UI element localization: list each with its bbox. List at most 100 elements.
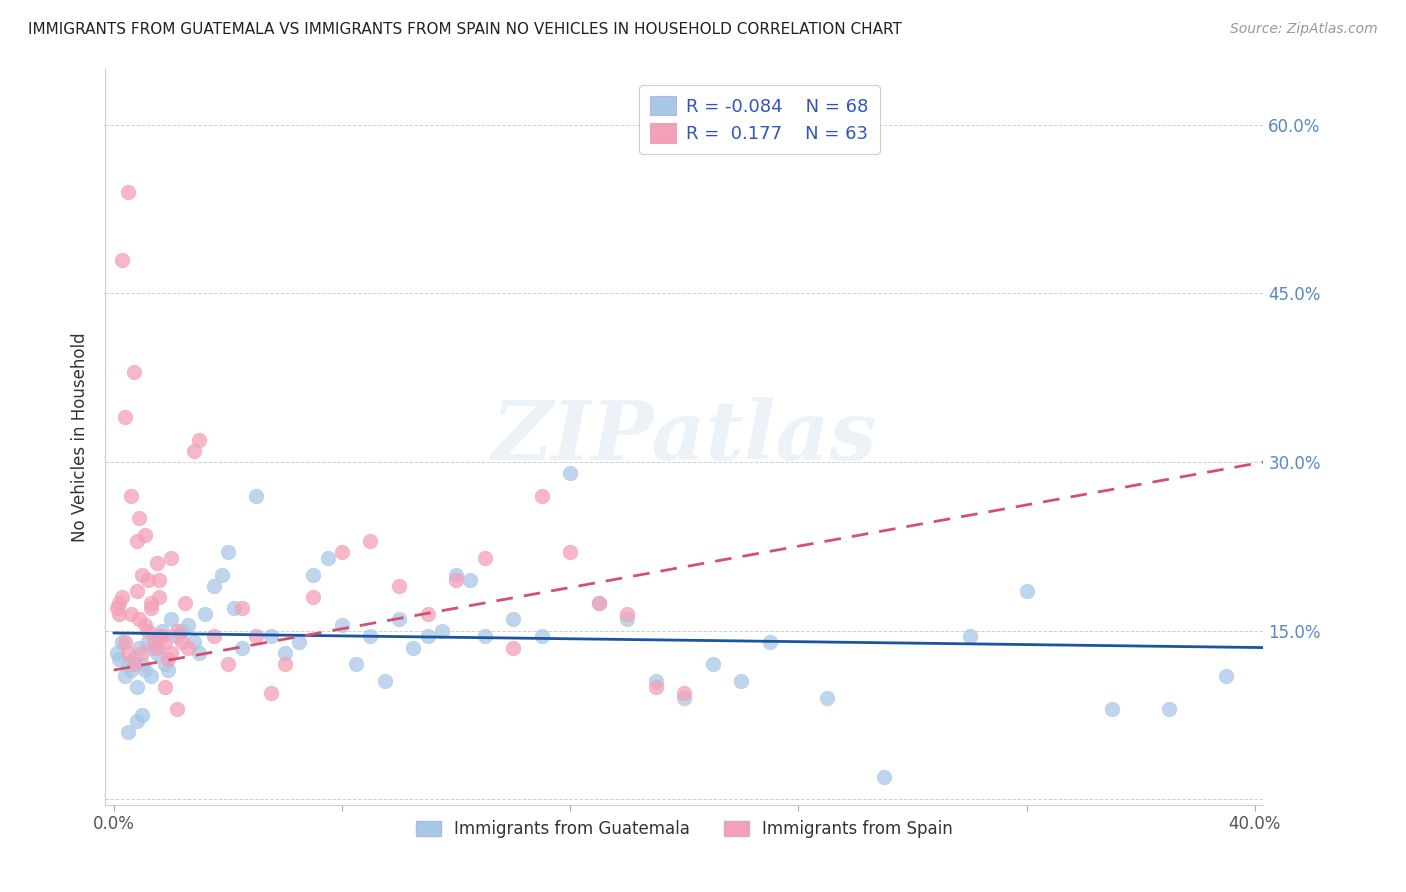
Point <box>416 607 439 621</box>
Point <box>388 612 411 626</box>
Point <box>260 685 283 699</box>
Point <box>153 635 176 649</box>
Point <box>1015 584 1038 599</box>
Point <box>125 680 148 694</box>
Point <box>156 652 179 666</box>
Point <box>105 646 128 660</box>
Point <box>616 612 638 626</box>
Point <box>136 624 159 638</box>
Point <box>644 680 666 694</box>
Point <box>117 657 139 672</box>
Point <box>134 528 156 542</box>
Point <box>122 657 145 672</box>
Point <box>111 252 134 267</box>
Point <box>402 640 425 655</box>
Point <box>1159 702 1181 716</box>
Point <box>128 612 150 626</box>
Point <box>153 680 176 694</box>
Point <box>302 567 325 582</box>
Point <box>159 612 181 626</box>
Point <box>122 652 145 666</box>
Point <box>177 618 200 632</box>
Point <box>530 489 553 503</box>
Point <box>117 646 139 660</box>
Point <box>388 579 411 593</box>
Point <box>172 624 194 638</box>
Point <box>131 646 153 660</box>
Point <box>145 640 167 655</box>
Point <box>166 629 188 643</box>
Point <box>430 624 453 638</box>
Point <box>153 657 176 672</box>
Point <box>330 545 353 559</box>
Point <box>114 635 136 649</box>
Point <box>245 489 267 503</box>
Point <box>145 646 167 660</box>
Point <box>502 612 524 626</box>
Point <box>288 635 311 649</box>
Point <box>128 640 150 655</box>
Point <box>120 607 142 621</box>
Point <box>166 624 188 638</box>
Point <box>474 629 496 643</box>
Point <box>560 545 582 559</box>
Point <box>444 573 467 587</box>
Point <box>330 618 353 632</box>
Point <box>139 601 162 615</box>
Point <box>460 573 482 587</box>
Point <box>183 635 205 649</box>
Point <box>702 657 724 672</box>
Point <box>139 669 162 683</box>
Point <box>174 596 197 610</box>
Point <box>114 410 136 425</box>
Point <box>108 607 131 621</box>
Point <box>274 657 297 672</box>
Point <box>188 433 211 447</box>
Point <box>125 584 148 599</box>
Point <box>644 674 666 689</box>
Point <box>815 691 838 706</box>
Point <box>730 674 752 689</box>
Point <box>148 629 170 643</box>
Point <box>150 624 173 638</box>
Point <box>177 640 200 655</box>
Point <box>145 556 167 570</box>
Point <box>1101 702 1123 716</box>
Point <box>108 652 131 666</box>
Point <box>616 607 638 621</box>
Point <box>194 607 217 621</box>
Point <box>502 640 524 655</box>
Point <box>231 601 253 615</box>
Point <box>111 635 134 649</box>
Point <box>128 511 150 525</box>
Point <box>105 601 128 615</box>
Point <box>120 489 142 503</box>
Point <box>131 708 153 723</box>
Point <box>530 629 553 643</box>
Legend: Immigrants from Guatemala, Immigrants from Spain: Immigrants from Guatemala, Immigrants fr… <box>409 814 959 845</box>
Point <box>274 646 297 660</box>
Point <box>125 714 148 728</box>
Point <box>217 657 239 672</box>
Point <box>211 567 233 582</box>
Point <box>134 618 156 632</box>
Point <box>136 573 159 587</box>
Point <box>122 365 145 379</box>
Point <box>159 550 181 565</box>
Point <box>166 702 188 716</box>
Point <box>142 640 165 655</box>
Point <box>131 657 153 672</box>
Point <box>360 533 382 548</box>
Point <box>444 567 467 582</box>
Point <box>183 443 205 458</box>
Point <box>873 770 896 784</box>
Point <box>148 573 170 587</box>
Point <box>120 663 142 677</box>
Point <box>360 629 382 643</box>
Point <box>134 663 156 677</box>
Point <box>588 596 610 610</box>
Point <box>202 579 225 593</box>
Point <box>202 629 225 643</box>
Point <box>188 646 211 660</box>
Point <box>560 467 582 481</box>
